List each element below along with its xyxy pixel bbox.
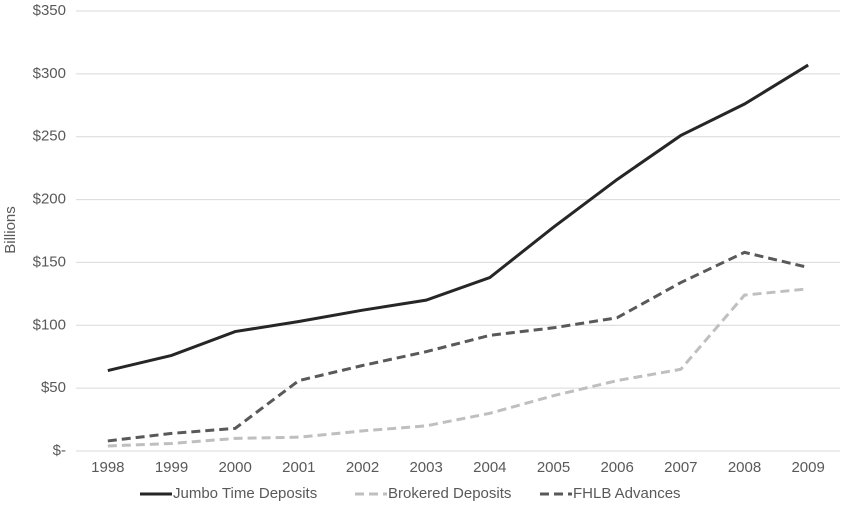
- x-tick-label: 2006: [600, 459, 633, 476]
- y-axis-label: Billions: [2, 206, 19, 254]
- x-tick-label: 2009: [791, 459, 824, 476]
- y-tick-label: $100: [33, 316, 66, 333]
- x-tick-label: 2001: [282, 459, 315, 476]
- x-tick-label: 2005: [537, 459, 570, 476]
- y-tick-label: $200: [33, 191, 66, 208]
- legend-label: Brokered Deposits: [388, 485, 511, 502]
- legend-label: FHLB Advances: [573, 485, 681, 502]
- x-tick-label: 2007: [664, 459, 697, 476]
- y-tick-label: $350: [33, 2, 66, 19]
- x-tick-label: 2004: [473, 459, 506, 476]
- x-tick-label: 2000: [218, 459, 251, 476]
- x-tick-label: 1998: [91, 459, 124, 476]
- y-tick-label: $300: [33, 65, 66, 82]
- y-tick-label: $150: [33, 253, 66, 270]
- y-tick-label: $50: [41, 379, 66, 396]
- data-line: [107, 250, 809, 443]
- data-line: [107, 63, 809, 373]
- y-tick-label: $250: [33, 128, 66, 145]
- data-line: [107, 287, 809, 448]
- legend-label: Jumbo Time Deposits: [173, 485, 317, 502]
- x-tick-label: 2002: [346, 459, 379, 476]
- x-tick-label: 2003: [409, 459, 442, 476]
- x-tick-label: 1999: [155, 459, 188, 476]
- x-tick-label: 2008: [728, 459, 761, 476]
- y-tick-label: $-: [53, 442, 66, 459]
